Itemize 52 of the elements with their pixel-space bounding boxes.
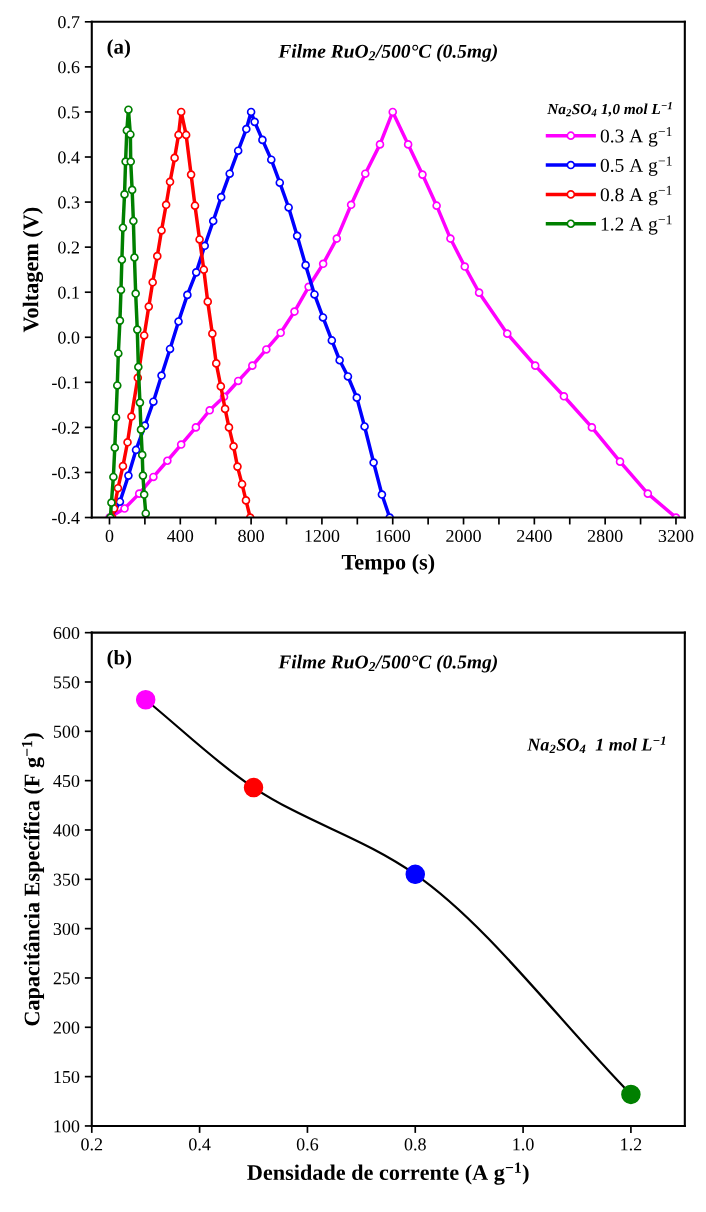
x-tick-label: 0.4	[189, 1138, 211, 1151]
y-tick-label: 0.4	[58, 151, 80, 164]
y-tick-label: 150	[54, 1070, 80, 1084]
y-tick-label: 250	[53, 972, 80, 985]
y-axis-title: Voltagem (V)	[22, 207, 44, 333]
legend-label: 0.5 A g$^{−1}$	[600, 156, 672, 176]
text: Filme RuO$_{2}$/500°C (0.5mg)	[278, 44, 497, 62]
x-tick-label: 3200	[658, 529, 694, 543]
y-tick-label: 400	[53, 824, 80, 837]
x-tick-label: 1200	[305, 529, 340, 543]
y-tick-label: 500	[53, 725, 80, 738]
x-tick-label: 2000	[446, 529, 481, 543]
y-tick-label: 0.7	[58, 16, 80, 29]
y-tick-label: 0.2	[58, 241, 79, 254]
x-tick-label: 1.0	[513, 1138, 534, 1151]
y-tick-label: 350	[53, 873, 80, 886]
y-tick-label: -0.4	[52, 511, 80, 525]
y-tick-label: 450	[53, 774, 80, 788]
annotation: (b)	[107, 649, 132, 669]
x-tick-label: 0.2	[81, 1138, 103, 1151]
text: Filme RuO$_{2}$/500°C (0.5mg)	[278, 654, 497, 673]
x-tick-label: 800	[238, 529, 264, 543]
y-tick-label: 0.5	[58, 106, 80, 119]
y-tick-label: 300	[53, 922, 80, 936]
y-tick-label: 0.0	[58, 331, 80, 344]
y-tick-label: 0.3	[58, 196, 80, 209]
y-tick-label: -0.1	[52, 376, 79, 389]
y-tick-label: 600	[53, 626, 80, 640]
x-tick-label: 0	[105, 529, 114, 543]
x-tick-label: 1.2	[621, 1138, 642, 1151]
y-axis-title: Capacitância Específica (F g$^{−1}$)	[21, 733, 45, 1026]
x-tick-label: 0.6	[296, 1138, 319, 1151]
annotation: Na$_{2}$SO$_{4}$ 1 mol L$^{−1}$	[527, 736, 666, 754]
legend-label: 0.3 A g$^{−1}$	[600, 127, 672, 147]
x-axis-title: Densidade de corrente (A g$^{−1}$)	[247, 1162, 529, 1185]
x-tick-label: 0.8	[404, 1138, 426, 1151]
legend-label: 0.8 A g$^{−1}$	[600, 185, 672, 206]
x-tick-label: 400	[167, 529, 194, 543]
y-tick-label: 0.1	[58, 286, 79, 299]
x-axis-title: Tempo (s)	[341, 554, 435, 575]
y-tick-label: 0.6	[58, 61, 80, 74]
x-tick-label: 2800	[587, 529, 623, 543]
y-tick-label: 550	[53, 676, 80, 689]
y-tick-label: -0.3	[52, 466, 80, 479]
y-tick-label: 100	[54, 1120, 80, 1133]
x-tick-label: 2400	[517, 529, 552, 543]
annotation: (a)	[107, 39, 130, 59]
legend-title: Na$_{2}$SO$_{4}$ 1,0 mol L$^{−1}$	[547, 102, 672, 117]
y-tick-label: 200	[53, 1021, 80, 1034]
y-tick-label: -0.2	[52, 421, 79, 434]
legend-label: 1.2 A g$^{−1}$	[601, 215, 672, 235]
x-tick-label: 1600	[376, 529, 411, 543]
